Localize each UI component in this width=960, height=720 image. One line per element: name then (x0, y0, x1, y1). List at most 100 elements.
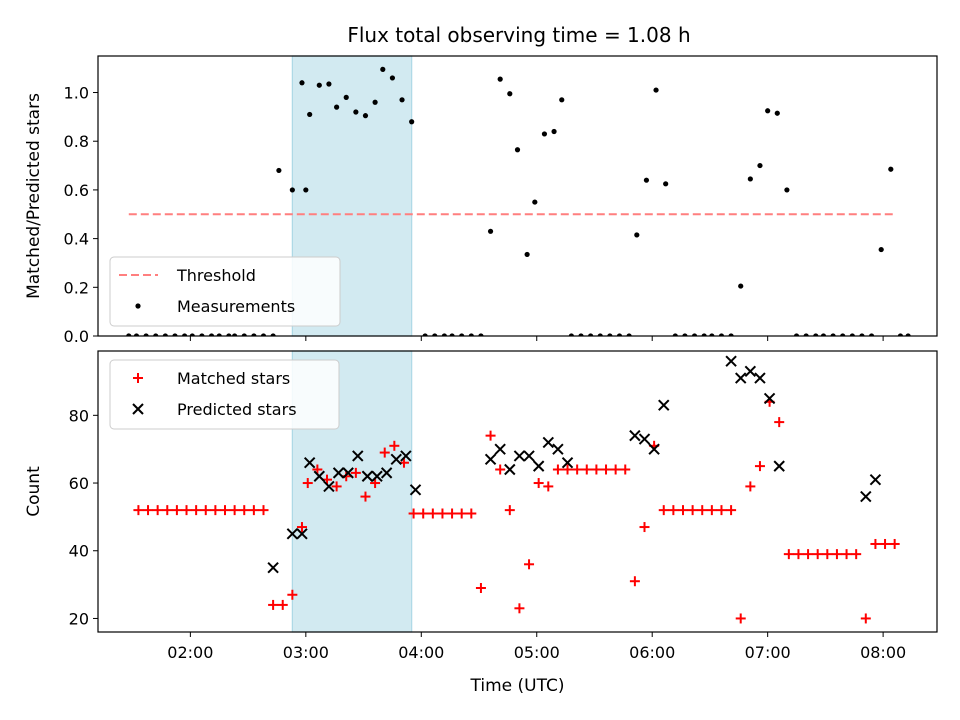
measurement-point (626, 333, 632, 336)
matched-star-point (639, 522, 650, 533)
matched-star-point (774, 417, 785, 428)
matched-star-point (543, 481, 554, 492)
predicted-star-point (303, 457, 316, 469)
measurement-point (532, 199, 538, 205)
predicted-star-point (869, 473, 882, 486)
matched-star-point (533, 478, 544, 489)
measurement-point (643, 177, 650, 183)
chart-title: Flux total observing time = 1.08 h (347, 23, 690, 47)
predicted-star-point (409, 484, 422, 496)
matched-star-point (697, 505, 708, 516)
measurement-point (830, 333, 836, 336)
measurement-point (849, 333, 855, 336)
measurement-point (559, 97, 565, 103)
predicted-star-point (735, 372, 747, 384)
measurement-point (162, 333, 168, 336)
measurement-point (232, 333, 238, 336)
measurement-point (478, 333, 484, 336)
matched-star-point (277, 599, 288, 610)
legend: Matched stars Predicted stars (109, 359, 340, 430)
matched-star-point (591, 464, 602, 475)
measurement-point (181, 333, 188, 336)
predicted-star-point (380, 467, 393, 479)
measurement-point (289, 187, 295, 193)
matched-star-point (735, 613, 746, 624)
matched-star-point (831, 549, 842, 560)
y-tick-label: 80 (69, 406, 89, 425)
matched-star-point (889, 538, 900, 549)
matched-star-point (514, 603, 525, 614)
matched-star-point (258, 505, 269, 516)
measurement-point (514, 147, 521, 153)
matched-star-point (143, 505, 154, 516)
measurement-point (208, 333, 215, 336)
predicted-star-point (400, 450, 412, 462)
predicted-star-point (361, 470, 374, 482)
x-axis-label: Time (UTC) (470, 676, 565, 696)
predicted-star-point (296, 528, 308, 540)
matched-star-point (370, 478, 381, 489)
predicted-star-point (504, 463, 516, 476)
matched-star-point (418, 508, 429, 519)
measurement-point (409, 119, 415, 125)
measurement-point (422, 333, 428, 336)
measurement-point (307, 111, 313, 118)
matched-star-point (447, 508, 458, 519)
measurement-point (616, 333, 623, 336)
matched-star-point (427, 508, 438, 519)
matched-star-point (870, 538, 881, 549)
legend-measurement-swatch (135, 303, 141, 309)
predicted-star-point (744, 365, 757, 378)
matched-star-point (716, 505, 727, 516)
matched-star-point (152, 505, 163, 516)
y-tick-label: 40 (69, 542, 89, 561)
measurement-point (126, 333, 132, 336)
measurement-point (216, 333, 222, 336)
matched-star-point (191, 505, 202, 516)
measurement-point (728, 333, 734, 336)
measurement-point (441, 333, 447, 336)
matched-star-point (408, 508, 419, 519)
matched-star-point (296, 522, 307, 533)
predicted-star-point (552, 443, 564, 455)
measurement-point (897, 333, 904, 336)
plot-area (126, 66, 911, 336)
measurement-point (343, 94, 349, 100)
matched-star-point (171, 505, 182, 516)
matched-star-point (181, 505, 192, 516)
predicted-star-point (371, 470, 383, 482)
measurement-point (497, 76, 503, 82)
measurement-point (878, 246, 884, 253)
matched-star-point (360, 491, 371, 502)
y-tick-label: 60 (69, 474, 89, 493)
matched-star-point (287, 589, 298, 600)
measurement-point (765, 108, 771, 114)
predicted-star-point (773, 460, 785, 472)
matched-star-point (572, 464, 583, 475)
matched-star-point (754, 461, 765, 472)
measurement-point (784, 187, 790, 193)
predicted-star-point (532, 460, 545, 472)
matched-star-point (312, 464, 323, 475)
measurement-point (143, 333, 149, 336)
plot-area (133, 355, 900, 624)
y-tick-label: 20 (69, 609, 89, 628)
x-tick-label: 06:00 (629, 643, 675, 662)
matched-star-point (822, 549, 833, 560)
predicted-star-point (513, 450, 526, 462)
measurement-point (449, 333, 455, 336)
matched-star-point (504, 505, 515, 516)
x-tick-label: 07:00 (745, 643, 791, 662)
predicted-star-point (352, 450, 364, 462)
measurement-point (551, 128, 557, 135)
measurement-point (487, 228, 494, 234)
matched-star-point (658, 505, 669, 516)
matched-star-point (437, 508, 448, 519)
y-tick-label: 0.2 (64, 278, 89, 297)
measurement-point (709, 333, 715, 336)
predicted-star-point (494, 443, 506, 455)
predicted-star-point (484, 453, 497, 466)
measurement-point (774, 110, 780, 116)
measurement-point (905, 333, 911, 336)
matched-star-point (552, 464, 563, 475)
